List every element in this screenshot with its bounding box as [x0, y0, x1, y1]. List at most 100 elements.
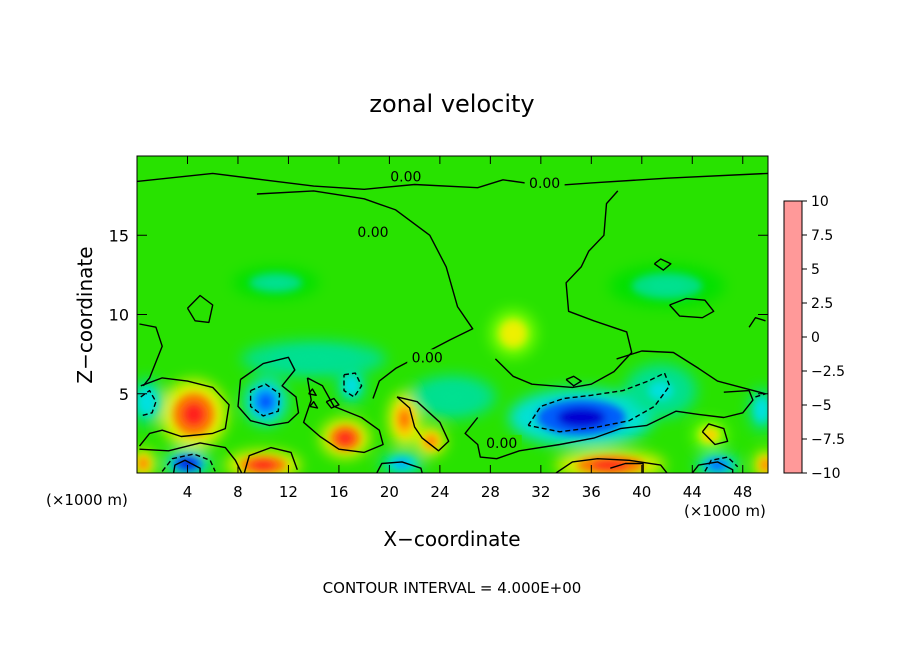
contour-line-7 [748, 317, 766, 328]
contour-line-29 [527, 372, 671, 433]
field-region-core-2 [337, 431, 354, 445]
contour-line-27 [249, 383, 281, 417]
contour-label-bg-4 [481, 434, 522, 449]
contour-line-6 [139, 323, 163, 387]
field-region-core-18 [289, 352, 338, 365]
contour-label-bg-2 [352, 224, 393, 239]
contour-line-20 [376, 461, 423, 473]
colorbar-tick-label-6: −5 [811, 398, 832, 414]
contour-line-1 [256, 190, 474, 399]
y-tick-label-15: 15 [109, 226, 129, 245]
plot-area: 0.00 0.00 0.00 0.00 0.00 [137, 156, 768, 473]
colorbar-tick-label-1: 7.5 [811, 228, 833, 244]
contour-line-5 [653, 258, 672, 271]
colorbar-gradient [783, 200, 803, 474]
field-region-core-1 [250, 460, 276, 470]
contour-line-12 [396, 396, 450, 452]
x-tick-label-36: 36 [582, 483, 601, 501]
contour-line-22 [308, 388, 317, 396]
x-tick-label-8: 8 [233, 483, 243, 501]
contour-line-30 [161, 453, 216, 472]
x-tick-label-20: 20 [380, 483, 399, 501]
contour-line-2 [494, 190, 633, 389]
x-tick-label-24: 24 [430, 483, 449, 501]
field-region-core-12 [346, 379, 357, 392]
contour-line-25 [325, 397, 340, 409]
colorbar-ticks: 10 7.5 5 2.5 0 −2.5 −5 −7.5 −10 [802, 194, 845, 482]
contour-line-0 [137, 172, 768, 190]
contour-lines [137, 172, 768, 473]
x-tick-label-48: 48 [733, 483, 752, 501]
contour-labels: 0.00 0.00 0.00 0.00 0.00 [352, 168, 565, 452]
contour-line-19 [172, 459, 201, 473]
contour-line-11 [302, 377, 384, 454]
y-axis-label: Z−coordinate [73, 246, 97, 383]
contour-line-16 [555, 458, 668, 473]
contour-label-4: 0.00 [486, 436, 517, 452]
x-tick-label-12: 12 [279, 483, 298, 501]
field-region-core-3 [399, 410, 410, 429]
colorbar-tick-label-5: −2.5 [811, 364, 845, 380]
contour-line-31 [704, 456, 739, 472]
contour-line-24 [565, 375, 582, 387]
x-tick-label-4: 4 [183, 483, 193, 501]
field-region-core-5 [592, 460, 629, 470]
contour-line-10 [237, 356, 300, 427]
field-region-core-20 [647, 278, 687, 294]
y-axis: 5 10 15 [109, 226, 768, 404]
x-tick-label-16: 16 [329, 483, 348, 501]
contour-label-2: 0.00 [357, 225, 388, 241]
contour-line-8 [616, 350, 766, 395]
colorbar-tick-label-0: 10 [811, 194, 829, 210]
field-region-core-17 [757, 402, 767, 417]
contour-label-bg-0 [385, 168, 426, 183]
contour-interval-note: CONTOUR INTERVAL = 4.000E+00 [323, 579, 582, 597]
y-tick-label-10: 10 [109, 306, 129, 325]
velocity-field-cores [137, 272, 768, 473]
field-background [137, 156, 768, 473]
contour-line-23 [309, 401, 319, 409]
contour-label-0: 0.00 [390, 170, 421, 186]
contour-line-13 [464, 389, 754, 460]
x-unit-label-left: (×1000 m) [46, 491, 128, 509]
colorbar-tick-label-2: 5 [811, 262, 820, 278]
field-region-core-19 [261, 277, 291, 289]
colorbar-tick-label-3: 2.5 [811, 296, 833, 312]
contour-label-bg-3 [407, 349, 448, 364]
contour-line-3 [186, 294, 214, 324]
field-region-core-11 [258, 393, 273, 410]
contour-line-9 [138, 377, 230, 447]
contour-line-17 [701, 423, 729, 446]
y-tick-label-5: 5 [119, 385, 129, 404]
chart-title: zonal velocity [369, 90, 534, 118]
contour-line-21 [691, 461, 734, 473]
field-region-core-21 [438, 389, 467, 405]
contour-line-15 [243, 446, 298, 473]
x-tick-label-44: 44 [683, 483, 702, 501]
field-region-core-16 [141, 393, 153, 410]
x-tick-label-28: 28 [481, 483, 500, 501]
colorbar-tick-label-4: 0 [811, 330, 820, 346]
contour-line-4 [669, 297, 715, 319]
x-tick-label-40: 40 [632, 483, 651, 501]
contour-line-14 [139, 442, 243, 473]
x-unit-label-right: (×1000 m) [684, 502, 766, 520]
x-axis-label: X−coordinate [383, 527, 520, 551]
field-region-core-7 [505, 325, 521, 342]
field-region-core-9 [761, 460, 768, 470]
field-region-core-15 [394, 459, 410, 468]
contour-label-1: 0.00 [529, 176, 560, 192]
contour-label-bg-1 [524, 174, 565, 189]
contour-line-32 [755, 393, 766, 398]
field-region-core-10 [557, 407, 606, 428]
field-region-core-22 [648, 381, 673, 400]
contour-line-18 [610, 462, 644, 473]
colorbar-tick-label-7: −7.5 [811, 432, 845, 448]
field-region-core-8 [139, 458, 148, 469]
x-axis: 4 8 12 16 20 24 28 32 36 40 44 48 [183, 156, 752, 501]
x-tick-label-32: 32 [531, 483, 550, 501]
field-region-core-0 [182, 402, 205, 426]
contour-label-3: 0.00 [412, 350, 443, 366]
contour-line-28 [343, 372, 363, 398]
